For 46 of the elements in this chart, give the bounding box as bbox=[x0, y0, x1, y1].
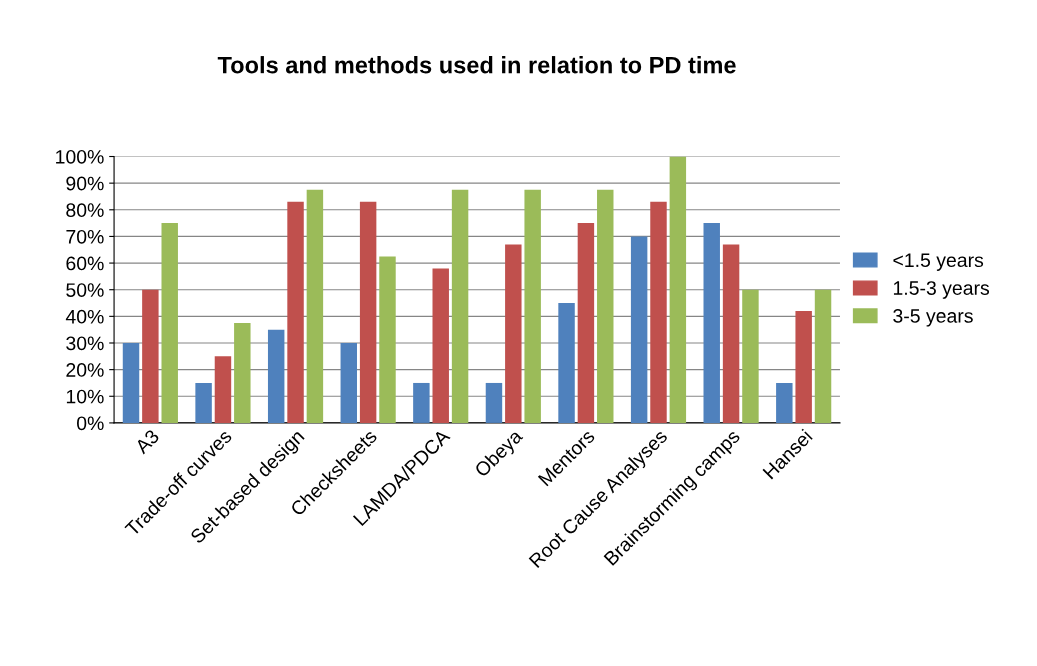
bar bbox=[432, 268, 449, 423]
bar bbox=[306, 189, 324, 423]
y-tick-label: 30% bbox=[66, 336, 104, 351]
bar bbox=[340, 342, 357, 423]
bar bbox=[413, 382, 430, 423]
bar bbox=[650, 201, 667, 423]
y-tick-label: 0% bbox=[77, 416, 104, 431]
bar bbox=[485, 382, 503, 423]
y-tick-label: 20% bbox=[66, 363, 104, 377]
bar bbox=[558, 303, 575, 423]
bar bbox=[142, 289, 159, 423]
bar bbox=[267, 329, 285, 423]
bar bbox=[597, 189, 614, 423]
bar bbox=[161, 223, 178, 423]
y-tick-label: 60% bbox=[66, 256, 104, 271]
bar bbox=[234, 323, 251, 423]
y-tick-label: 50% bbox=[66, 283, 104, 297]
bar bbox=[122, 342, 140, 423]
bar bbox=[722, 244, 740, 423]
bar bbox=[669, 156, 687, 423]
chart-title: Tools and methods used in relation to PD time bbox=[217, 56, 736, 74]
bar bbox=[795, 311, 812, 423]
bar bbox=[524, 189, 541, 423]
bar bbox=[814, 289, 832, 423]
bar bbox=[742, 289, 759, 423]
x-tick-label: A3 bbox=[133, 428, 160, 455]
y-tick-label: 90% bbox=[66, 176, 104, 191]
y-tick-label: 80% bbox=[66, 203, 104, 218]
bar bbox=[577, 223, 595, 423]
y-tick-label: 100% bbox=[56, 149, 104, 164]
bar bbox=[214, 356, 232, 423]
legend-label: <1.5 years bbox=[893, 253, 984, 271]
bar bbox=[630, 236, 648, 423]
bar bbox=[703, 223, 720, 423]
bar bbox=[451, 189, 469, 423]
bar bbox=[379, 256, 396, 423]
bar bbox=[359, 201, 377, 423]
legend-label: 1.5-3 years bbox=[893, 281, 990, 299]
legend-label: 3-5 years bbox=[893, 309, 973, 327]
y-tick-label: 70% bbox=[66, 229, 104, 244]
bar bbox=[195, 382, 212, 423]
bar bbox=[505, 244, 522, 423]
y-tick-label: 40% bbox=[65, 309, 104, 324]
y-tick-label: 10% bbox=[66, 389, 104, 404]
bar bbox=[776, 382, 793, 423]
bar bbox=[287, 201, 304, 423]
